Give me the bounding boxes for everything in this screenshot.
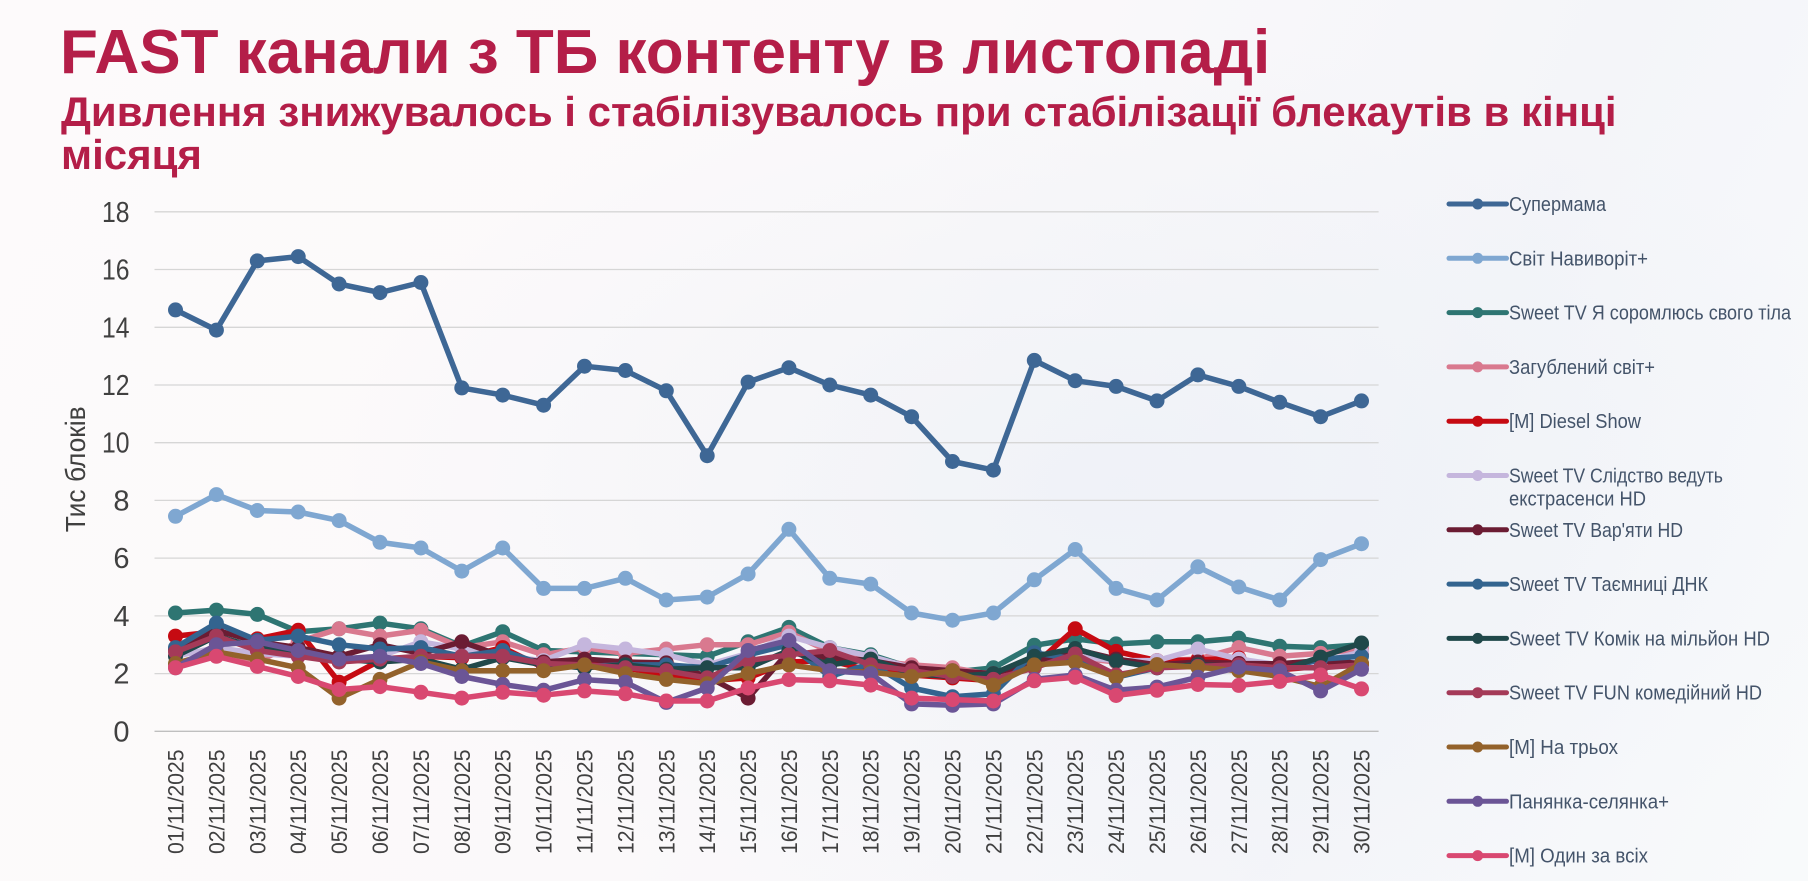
svg-text:Sweet TV FUN комедійний HD: Sweet TV FUN комедійний HD [1509,683,1762,705]
svg-text:08/11/2025: 08/11/2025 [450,750,475,855]
svg-text:0: 0 [113,716,129,748]
svg-text:28/11/2025: 28/11/2025 [1268,750,1293,855]
svg-text:25/11/2025: 25/11/2025 [1145,750,1170,855]
svg-text:16/11/2025: 16/11/2025 [777,750,802,855]
svg-text:11/11/2025: 11/11/2025 [573,750,598,855]
svg-text:10: 10 [102,428,130,460]
svg-text:22/11/2025: 22/11/2025 [1022,750,1047,855]
svg-text:29/11/2025: 29/11/2025 [1309,750,1334,855]
svg-text:14/11/2025: 14/11/2025 [695,750,720,855]
svg-text:[M] На трьох: [M] На трьох [1509,737,1618,759]
svg-text:19/11/2025: 19/11/2025 [900,750,925,855]
svg-text:2: 2 [113,659,129,691]
svg-text:Тис блоків: Тис блоків [60,406,91,532]
svg-text:17/11/2025: 17/11/2025 [818,750,843,855]
svg-text:Світ Навиворіт+: Світ Навиворіт+ [1509,248,1648,270]
svg-text:24/11/2025: 24/11/2025 [1104,750,1129,855]
svg-text:14: 14 [102,312,130,344]
svg-text:4: 4 [113,601,129,633]
svg-text:21/11/2025: 21/11/2025 [981,750,1006,855]
svg-text:Панянка-селянка+: Панянка-селянка+ [1509,791,1669,813]
svg-text:18: 18 [102,197,130,229]
svg-text:20/11/2025: 20/11/2025 [941,750,966,855]
svg-text:8: 8 [113,485,129,517]
svg-text:30/11/2025: 30/11/2025 [1350,750,1375,855]
svg-text:01/11/2025: 01/11/2025 [164,750,189,855]
svg-text:27/11/2025: 27/11/2025 [1227,750,1252,855]
svg-text:Sweet TV Таємниці ДНК: Sweet TV Таємниці ДНК [1509,574,1708,596]
svg-text:09/11/2025: 09/11/2025 [491,750,516,855]
svg-text:Sweet TV Комік на мільйон HD: Sweet TV Комік на мільйон HD [1509,628,1770,650]
svg-text:07/11/2025: 07/11/2025 [409,750,434,855]
svg-text:12/11/2025: 12/11/2025 [613,750,638,855]
svg-text:05/11/2025: 05/11/2025 [327,750,352,855]
svg-text:Загублений світ+: Загублений світ+ [1509,357,1655,379]
svg-text:18/11/2025: 18/11/2025 [859,750,884,855]
svg-text:10/11/2025: 10/11/2025 [532,750,557,855]
svg-text:Sweet TV Вар'яти HD: Sweet TV Вар'яти HD [1509,520,1683,542]
svg-text:[M] Diesel Show: [M] Diesel Show [1509,411,1642,433]
svg-text:Супермама: Супермама [1509,194,1607,216]
svg-text:Sweet TV Слідство ведуть: Sweet TV Слідство ведуть [1509,466,1723,488]
svg-text:26/11/2025: 26/11/2025 [1186,750,1211,855]
svg-text:06/11/2025: 06/11/2025 [368,750,393,855]
svg-text:15/11/2025: 15/11/2025 [736,750,761,855]
svg-text:6: 6 [113,543,129,575]
svg-text:02/11/2025: 02/11/2025 [204,750,229,855]
svg-text:12: 12 [102,370,130,402]
svg-text:03/11/2025: 03/11/2025 [245,750,270,855]
svg-text:13/11/2025: 13/11/2025 [654,750,679,855]
svg-text:Sweet TV Я соромлюсь свого тіл: Sweet TV Я соромлюсь свого тіла [1509,303,1792,325]
svg-text:04/11/2025: 04/11/2025 [286,750,311,855]
svg-text:екстрасенси HD: екстрасенси HD [1509,489,1646,511]
svg-text:[M] Один за всіх: [M] Один за всіх [1509,846,1648,868]
svg-text:23/11/2025: 23/11/2025 [1063,750,1088,855]
svg-text:16: 16 [102,255,130,287]
